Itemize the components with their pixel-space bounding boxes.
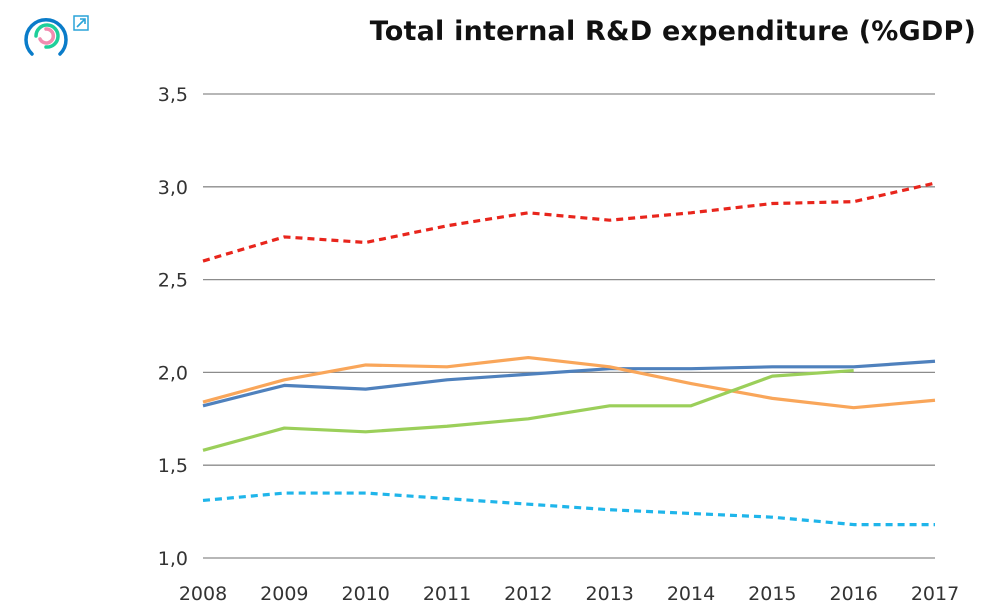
y-tick-label: 1,5 [158, 455, 188, 477]
chart-title: Total internal R&D expenditure (%GDP) [369, 16, 976, 47]
series-line-1 [202, 181, 936, 263]
series-line-2 [202, 359, 936, 408]
series-line-3 [202, 355, 936, 410]
x-tick-label: 2010 [341, 583, 389, 605]
x-tick-label: 2013 [585, 583, 633, 605]
series-line-5 [202, 491, 935, 527]
external-link-icon[interactable] [73, 15, 89, 35]
x-tick-label: 2015 [748, 583, 796, 605]
x-tick-label: 2017 [911, 583, 959, 605]
logo-icon [22, 12, 70, 64]
x-tick-label: 2014 [667, 583, 715, 605]
y-tick-label: 3,0 [158, 177, 188, 199]
x-tick-label: 2012 [504, 583, 552, 605]
x-tick-label: 2009 [260, 583, 308, 605]
x-tick-label: 2011 [423, 583, 471, 605]
series-line-4 [202, 368, 854, 452]
y-tick-label: 1,0 [158, 548, 188, 570]
x-tick-label: 2016 [829, 583, 877, 605]
y-tick-label: 2,0 [158, 362, 188, 384]
y-tick-label: 2,5 [158, 270, 188, 292]
x-tick-label: 2008 [179, 583, 227, 605]
y-tick-label: 3,5 [158, 84, 188, 106]
